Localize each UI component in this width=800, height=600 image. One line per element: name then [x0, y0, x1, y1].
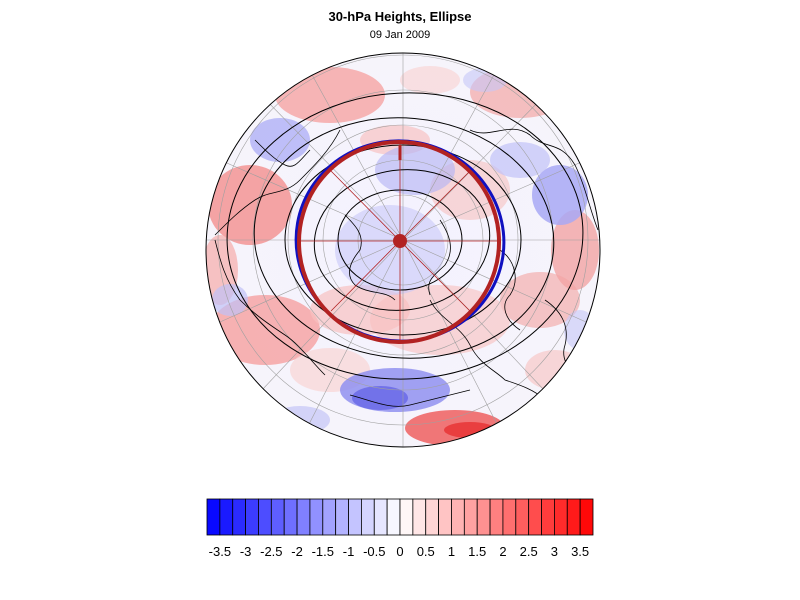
- colorbar-box: [566, 498, 581, 536]
- anomaly-field: [206, 66, 599, 446]
- colorbar-tick-label: 2: [499, 544, 506, 559]
- colorbar-tick-label: -2: [291, 544, 303, 559]
- colorbar-box: [579, 498, 594, 536]
- globe-outline: [205, 52, 601, 448]
- colorbar-tick-labels: -3.5 -3 -2.5 -2 -1.5 -1 -0.5 0 0.5 1 1.5 2 2.5 3 3.5: [209, 544, 590, 559]
- colorbar-box: [554, 498, 568, 536]
- colorbar-tick-label: -1: [343, 544, 355, 559]
- colorbar-box: [386, 498, 401, 536]
- ellipse-center-marker: [393, 234, 407, 248]
- colorbar-tick-label: 3.5: [571, 544, 589, 559]
- colorbar-box: [489, 498, 504, 536]
- map-title: 30-hPa Heights, Ellipse: [328, 9, 472, 24]
- colorbar-tick-label: 1: [448, 544, 455, 559]
- colorbar-tick-label: 3: [551, 544, 558, 559]
- colorbar-box: [438, 498, 452, 536]
- colorbar-box: [476, 498, 491, 536]
- colorbar-box: [206, 498, 221, 536]
- colorbar-box: [219, 498, 234, 536]
- colorbar-box: [258, 498, 272, 536]
- colorbar-boxes: [206, 498, 594, 536]
- colorbar-tick-label: 0: [396, 544, 403, 559]
- colorbar-box: [232, 498, 246, 536]
- polar-map: [205, 52, 601, 448]
- colorbar-box: [373, 498, 388, 536]
- colorbar-tick-label: -3: [240, 544, 252, 559]
- colorbar-box: [425, 498, 440, 536]
- map-date: 09 Jan 2009: [369, 29, 431, 41]
- vortex-ellipse: [294, 139, 506, 344]
- colorbar-box: [270, 498, 285, 536]
- colorbar-tick-label: 0.5: [417, 544, 435, 559]
- colorbar-box: [348, 498, 362, 536]
- colorbar-box: [360, 498, 375, 536]
- colorbar-box: [309, 498, 324, 536]
- colorbar-box: [528, 498, 542, 536]
- colorbar-box: [541, 498, 555, 536]
- coastlines: [214, 128, 599, 407]
- colorbar-box: [515, 498, 530, 536]
- colorbar-box: [412, 498, 427, 536]
- colorbar-box: [283, 498, 298, 536]
- colorbar-box: [451, 498, 465, 536]
- colorbar-tick-label: -3.5: [209, 544, 231, 559]
- colorbar-tick-label: -2.5: [260, 544, 282, 559]
- colorbar-tick-label: -0.5: [363, 544, 385, 559]
- colorbar-box: [296, 498, 311, 536]
- colorbar-box: [399, 498, 414, 536]
- colorbar-tick-label: 2.5: [520, 544, 538, 559]
- colorbar-tick-label: -1.5: [312, 544, 334, 559]
- colorbar-box: [502, 498, 517, 536]
- colorbar-tick-label: 1.5: [468, 544, 486, 559]
- colorbar-box: [322, 498, 337, 536]
- colorbar-box: [245, 498, 259, 536]
- colorbar-box: [463, 498, 478, 536]
- colorbar-box: [335, 498, 349, 536]
